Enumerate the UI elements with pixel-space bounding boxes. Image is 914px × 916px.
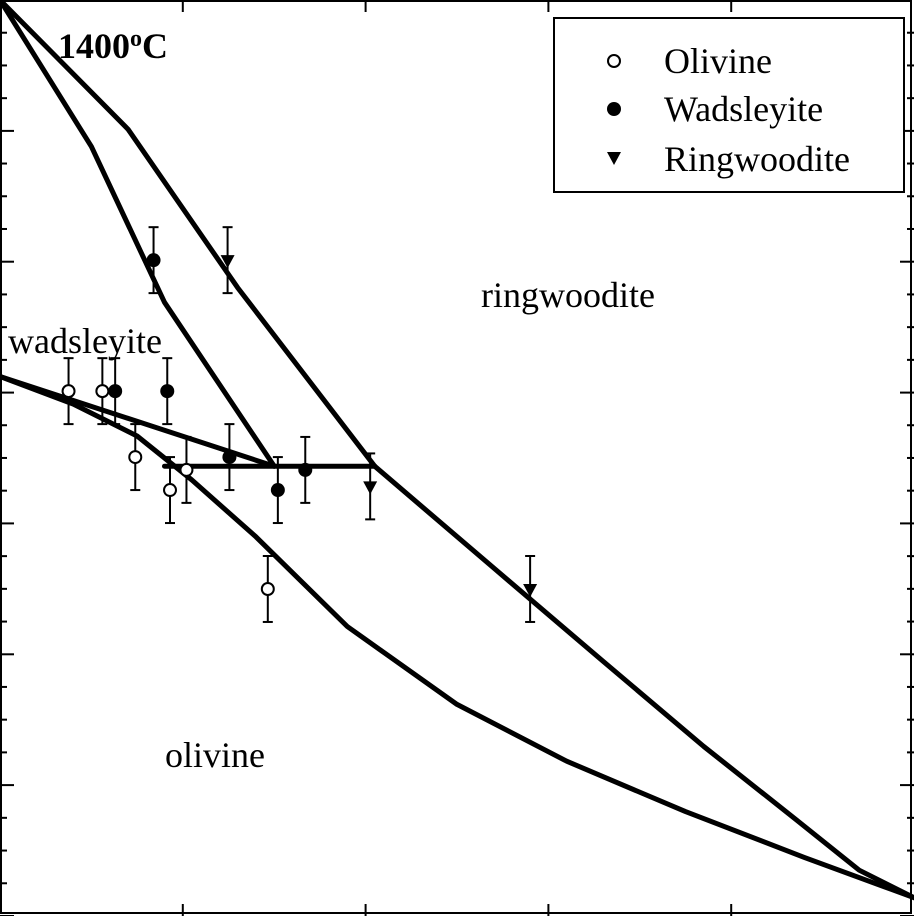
point-wadsleyite-0-marker bbox=[147, 253, 161, 267]
title-superscript: o bbox=[130, 26, 142, 52]
legend-label-olivine: Olivine bbox=[664, 41, 772, 81]
point-wadsleyite-5-marker bbox=[271, 483, 285, 497]
point-olivine-5-marker bbox=[262, 583, 274, 595]
point-olivine-2-marker bbox=[129, 451, 141, 463]
point-wadsleyite-2-marker bbox=[160, 384, 174, 398]
point-olivine-0-marker bbox=[63, 385, 75, 397]
region-label-ringwoodite: ringwoodite bbox=[481, 275, 655, 315]
title-prefix: 1400 bbox=[58, 26, 130, 66]
point-olivine-3-marker bbox=[164, 484, 176, 496]
legend-label-ringwoodite: Ringwoodite bbox=[664, 139, 850, 179]
point-olivine-1-marker bbox=[96, 385, 108, 397]
chart-title: 1400oC bbox=[58, 26, 168, 66]
title-suffix: C bbox=[142, 26, 168, 66]
region-label-wadsleyite: wadsleyite bbox=[8, 321, 162, 361]
point-wadsleyite-1-marker bbox=[108, 384, 122, 398]
legend-label-wadsleyite: Wadsleyite bbox=[664, 89, 823, 129]
legend: Olivine Wadsleyite Ringwoodite bbox=[554, 18, 904, 192]
region-label-olivine: olivine bbox=[165, 735, 265, 775]
legend-marker-wadsleyite bbox=[607, 102, 621, 116]
legend-marker-olivine bbox=[608, 55, 620, 67]
point-wadsleyite-4-marker bbox=[298, 463, 312, 477]
point-olivine-4-marker bbox=[180, 464, 192, 476]
point-wadsleyite-3-marker bbox=[222, 450, 236, 464]
